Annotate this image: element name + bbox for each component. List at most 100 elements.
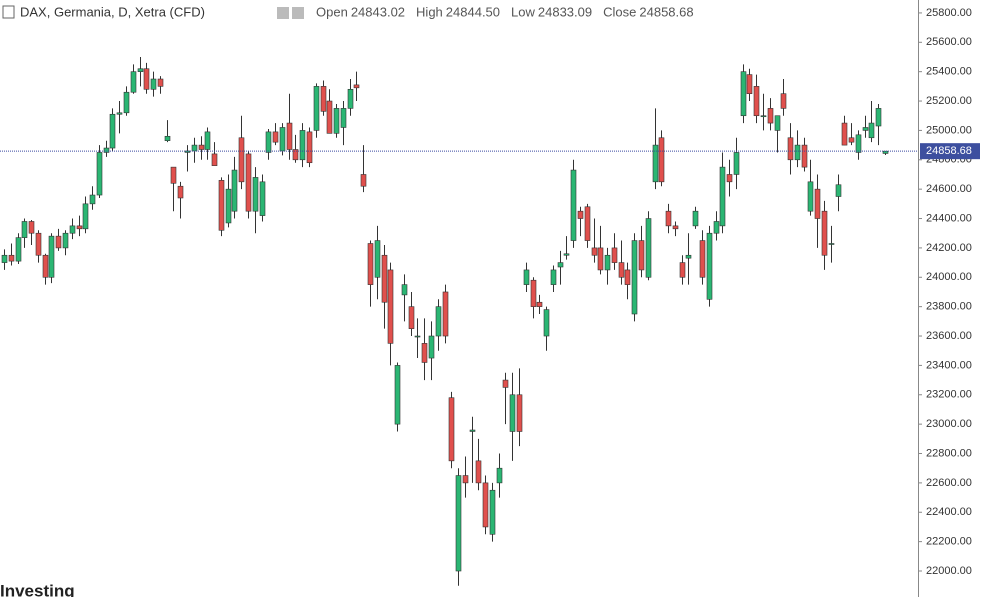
candle-body <box>516 394 523 432</box>
candle-body <box>15 237 22 262</box>
candle-body <box>360 174 367 187</box>
candle-body <box>726 174 733 183</box>
candle-body <box>706 232 713 300</box>
candle-body <box>645 218 652 278</box>
y-tick-label: 25000.00 <box>926 124 972 136</box>
candle-body <box>313 86 320 131</box>
candle-body <box>597 247 604 271</box>
ohlc-header: Open 24843.02 High 24844.50 Low 24833.09 Close… <box>316 4 694 19</box>
ohlc-value: 24833.09 <box>538 4 592 19</box>
candle-body <box>340 108 347 128</box>
candle-body <box>828 243 835 245</box>
candle-body <box>109 113 116 149</box>
candle-body <box>367 243 374 285</box>
settings-icon[interactable] <box>292 7 304 19</box>
candle-body <box>286 122 293 150</box>
candle-body <box>577 210 584 219</box>
candle-body <box>387 269 394 344</box>
candle-body <box>157 78 164 87</box>
candle-body <box>394 365 401 425</box>
candle-body <box>96 152 103 196</box>
candle-body <box>421 343 428 363</box>
candle-body <box>408 306 415 329</box>
candle-body <box>245 153 252 212</box>
candle-body <box>835 184 842 197</box>
y-tick-label: 24000.00 <box>926 271 972 283</box>
candle-body <box>42 254 49 278</box>
candle-body <box>76 225 83 230</box>
candle-body <box>624 269 631 285</box>
candle-body <box>455 475 462 572</box>
candle-body <box>218 180 225 231</box>
last-price-label: 24858.68 <box>926 145 972 157</box>
candle-body <box>170 166 177 184</box>
candle-body <box>584 206 591 241</box>
candle-body <box>557 262 564 268</box>
y-tick-label: 25600.00 <box>926 36 972 48</box>
candle-body <box>89 194 96 205</box>
ohlc-value: 24858.68 <box>639 4 693 19</box>
candle-body <box>150 78 157 90</box>
candle-body <box>550 269 557 285</box>
y-tick-label: 22800.00 <box>926 447 972 459</box>
candle-body <box>672 225 679 230</box>
candle-body <box>184 150 191 153</box>
candle-body <box>333 108 340 134</box>
candle-body <box>292 149 299 161</box>
candle-body <box>638 240 645 271</box>
candle-body <box>814 188 821 219</box>
candle-body <box>177 185 184 199</box>
candle-body <box>740 71 747 117</box>
candle-body <box>469 429 476 432</box>
candle-body <box>198 144 205 150</box>
ohlc-label: Low <box>511 4 535 19</box>
collapse-icon[interactable] <box>2 5 15 19</box>
candle-body <box>719 166 726 227</box>
candle-body <box>699 240 706 278</box>
candle-body <box>69 225 76 234</box>
y-tick-label: 25400.00 <box>926 66 972 78</box>
candle-body <box>665 210 672 227</box>
candle-body <box>502 379 509 388</box>
candle-body <box>692 210 699 227</box>
candle-body <box>130 71 137 93</box>
candle-body <box>143 68 150 90</box>
candle-body <box>204 131 211 150</box>
candle-body <box>841 122 848 146</box>
y-tick-label: 23400.00 <box>926 359 972 371</box>
candle-body <box>428 335 435 359</box>
candle-body <box>489 489 496 535</box>
candle-body <box>259 181 266 216</box>
candle-body <box>21 221 28 238</box>
chart-title: DAX, Germania, D, Xetra (CFD) <box>20 4 205 19</box>
candle-body <box>543 309 550 337</box>
candle-body <box>868 122 875 139</box>
candle-body <box>767 108 774 124</box>
candle-body <box>306 131 313 164</box>
candle-body <box>523 269 530 285</box>
y-tick-label: 24600.00 <box>926 183 972 195</box>
candle-body <box>1 254 8 263</box>
candle-body <box>794 144 801 161</box>
candle-body <box>272 131 279 143</box>
candle-body <box>123 91 130 114</box>
y-tick-label: 25800.00 <box>926 7 972 19</box>
y-tick-label: 23000.00 <box>926 418 972 430</box>
candle-body <box>401 284 408 296</box>
candle-body <box>414 335 421 338</box>
candle-body <box>211 153 218 166</box>
candle-body <box>774 115 781 131</box>
eye-icon[interactable] <box>277 7 289 19</box>
candle-body <box>496 467 503 484</box>
candle-body <box>807 181 814 212</box>
candle-body <box>35 232 42 256</box>
candle-body <box>137 68 144 72</box>
candle-body <box>713 221 720 234</box>
candle-body <box>685 254 692 259</box>
candle-body <box>55 235 62 249</box>
y-tick-label: 22400.00 <box>926 506 972 518</box>
candle-body <box>530 279 537 307</box>
candle-body <box>252 177 259 212</box>
candle-body <box>326 100 333 134</box>
